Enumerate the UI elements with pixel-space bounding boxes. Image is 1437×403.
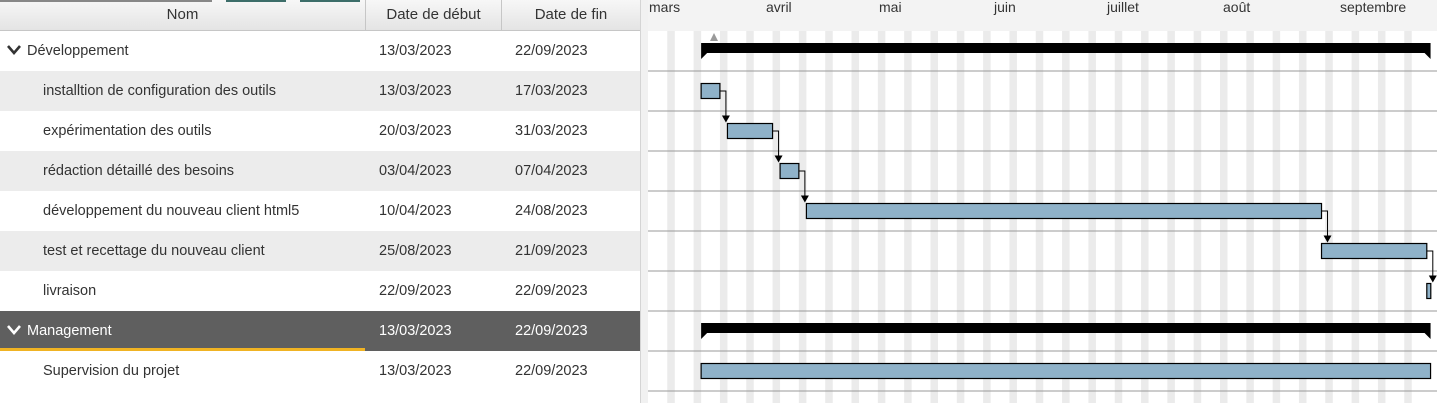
table-row[interactable]: expérimentation des outils 20/03/2023 31… — [0, 111, 640, 151]
row-start-date: 10/04/2023 — [379, 203, 452, 219]
weekend-stripe — [798, 31, 807, 403]
weekend-stripe — [1377, 31, 1386, 403]
month-label: juin — [994, 0, 1016, 15]
row-name: installtion de configuration des outils — [43, 83, 276, 99]
header-accent-line — [300, 0, 360, 2]
table-row-group[interactable]: Développement 13/03/2023 22/09/2023 — [0, 31, 640, 71]
selection-underline — [0, 348, 365, 351]
dependency-arrow — [1321, 210, 1329, 237]
row-name: Management — [27, 323, 112, 339]
weekend-stripe — [1351, 31, 1360, 403]
row-end-date: 22/09/2023 — [515, 43, 588, 59]
table-row[interactable]: livraison 22/09/2023 22/09/2023 — [0, 271, 640, 311]
chevron-down-icon[interactable] — [7, 325, 21, 335]
splitter[interactable] — [640, 0, 648, 403]
row-end-date: 24/08/2023 — [515, 203, 588, 219]
month-label: septembre — [1340, 0, 1407, 15]
task-table: Nom Date de début Date de fin Développem… — [0, 0, 640, 403]
row-end-date: 07/04/2023 — [515, 163, 588, 179]
row-start-date: 20/03/2023 — [379, 123, 452, 139]
dependency-arrow — [772, 130, 780, 157]
table-row[interactable]: installtion de configuration des outils … — [0, 71, 640, 111]
summary-bar-cap — [701, 333, 708, 339]
dependency-arrow — [798, 170, 806, 197]
month-label: juillet — [1107, 0, 1139, 15]
weekend-stripe — [746, 31, 754, 403]
row-name: expérimentation des outils — [43, 123, 212, 139]
row-end-date: 22/09/2023 — [515, 323, 588, 339]
weekend-stripe — [772, 31, 781, 403]
weekend-stripe — [1404, 31, 1412, 403]
row-start-date: 22/09/2023 — [379, 283, 452, 299]
table-row[interactable]: développement du nouveau client html5 10… — [0, 191, 640, 231]
row-name: test et recettage du nouveau client — [43, 243, 265, 259]
month-label: mars — [649, 0, 681, 15]
summary-bar — [701, 43, 1431, 53]
dependency-arrowhead — [800, 195, 809, 203]
gantt-chart: mars avril mai juin juillet août septemb… — [648, 0, 1437, 403]
table-row[interactable]: test et recettage du nouveau client 25/0… — [0, 231, 640, 271]
dependency-arrow — [1426, 250, 1434, 277]
row-end-date: 22/09/2023 — [515, 283, 588, 299]
summary-bar-cap — [1424, 333, 1431, 339]
dependency-arrowhead — [1428, 275, 1437, 283]
timeline-header: mars avril mai juin juillet août septemb… — [648, 0, 1437, 31]
row-start-date: 25/08/2023 — [379, 243, 452, 259]
month-label: avril — [766, 0, 792, 15]
column-header-end-date[interactable]: Date de fin — [534, 6, 608, 23]
row-name: livraison — [43, 283, 97, 299]
row-name: Supervision du projet — [43, 363, 180, 379]
task-bar — [700, 362, 1432, 380]
triangle-up-icon — [710, 33, 718, 41]
summary-bar-cap — [701, 53, 708, 59]
row-name: développement du nouveau client html5 — [43, 203, 300, 219]
row-end-date: 22/09/2023 — [515, 363, 588, 379]
task-bar — [779, 162, 800, 180]
row-start-date: 13/03/2023 — [379, 323, 452, 339]
month-label: août — [1223, 0, 1251, 15]
table-row[interactable]: Supervision du projet 13/03/2023 22/09/2… — [0, 351, 640, 391]
row-end-date: 31/03/2023 — [515, 123, 588, 139]
column-header-start-date[interactable]: Date de début — [366, 0, 502, 30]
dependency-arrowhead — [721, 115, 730, 123]
task-bar — [726, 122, 774, 140]
weekend-stripe — [719, 31, 728, 403]
task-bar — [805, 202, 1323, 220]
row-end-date: 21/09/2023 — [515, 243, 588, 259]
column-header-name[interactable]: Nom — [0, 0, 366, 30]
row-start-date: 13/03/2023 — [379, 363, 452, 379]
weekend-stripe — [667, 31, 675, 403]
header-accent-line — [226, 0, 286, 2]
weekend-stripe — [693, 31, 702, 403]
row-name: Développement — [27, 43, 129, 59]
task-bar — [1320, 242, 1428, 260]
table-row[interactable]: rédaction détaillé des besoins 03/04/202… — [0, 151, 640, 191]
row-end-date: 17/03/2023 — [515, 83, 588, 99]
dependency-arrow — [719, 90, 727, 117]
gantt-canvas — [648, 31, 1437, 403]
row-start-date: 13/03/2023 — [379, 83, 452, 99]
table-row-group-selected[interactable]: Management 13/03/2023 22/09/2023 — [0, 311, 640, 351]
summary-bar-cap — [1424, 53, 1431, 59]
table-header: Nom Date de début Date de fin — [0, 0, 640, 31]
header-accent-line — [0, 0, 212, 2]
chevron-down-icon[interactable] — [7, 45, 21, 55]
summary-bar — [701, 323, 1431, 333]
weekend-stripe — [1325, 31, 1333, 403]
row-start-date: 13/03/2023 — [379, 43, 452, 59]
task-bar — [700, 82, 721, 100]
task-bar — [1426, 282, 1432, 300]
month-label: mai — [879, 0, 902, 15]
row-start-date: 03/04/2023 — [379, 163, 452, 179]
row-name: rédaction détaillé des besoins — [43, 163, 235, 179]
dependency-arrowhead — [1323, 235, 1332, 243]
dependency-arrowhead — [774, 155, 783, 163]
